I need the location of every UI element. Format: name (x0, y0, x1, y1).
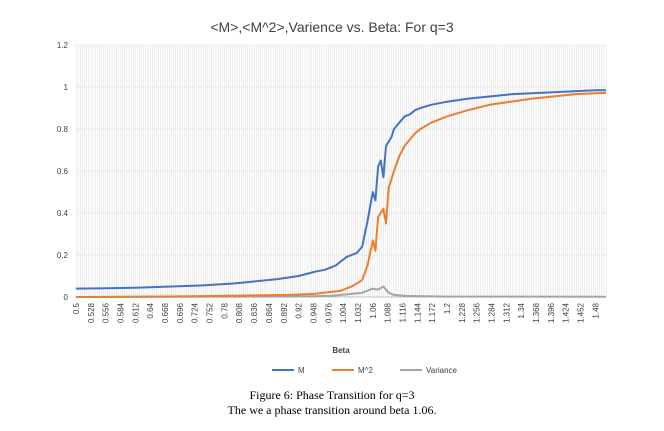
x-tick-label: 0.668 (161, 302, 170, 323)
x-tick-label: 0.696 (176, 302, 185, 323)
figure-caption: Figure 6: Phase Transition for q=3 (249, 388, 415, 402)
x-tick-label: 1.116 (398, 302, 407, 322)
x-tick-label: 1.284 (488, 302, 497, 323)
legend-label: M^2 (358, 366, 373, 375)
legend-label: M (298, 366, 305, 375)
x-tick-label: 0.64 (146, 302, 155, 318)
grid (75, 44, 607, 298)
x-tick-label: 1.06 (369, 302, 378, 318)
x-tick-label: 1.368 (532, 302, 541, 323)
legend-label: Variance (426, 366, 458, 375)
y-tick-label: 0.2 (57, 251, 69, 260)
x-tick-label: 1.34 (517, 302, 526, 318)
y-tick-label: 0.8 (57, 125, 69, 134)
x-tick-label: 1.424 (562, 302, 571, 323)
x-tick-label: 1.172 (428, 302, 437, 323)
series-lines (75, 89, 607, 298)
series-line-m-2 (75, 91, 607, 298)
x-tick-label: 0.948 (309, 302, 318, 323)
x-tick-label: 1.032 (354, 302, 363, 323)
x-tick-label: 0.724 (191, 302, 200, 323)
x-tick-label: 1.256 (473, 302, 482, 323)
x-tick-label: 0.892 (280, 302, 289, 323)
x-tick-label: 0.976 (324, 302, 333, 323)
x-tick-label: 1.312 (502, 302, 511, 323)
figure-caption-note: The we a phase transition around beta 1.… (227, 403, 437, 417)
y-tick-label: 0.6 (57, 167, 69, 176)
series-line-m (75, 89, 606, 290)
x-tick-label: 1.2 (443, 302, 452, 314)
x-tick-label: 1.396 (547, 302, 556, 323)
x-tick-labels: 0.5 0.528 0.556 0.584 0.612 0.64 0.668 0.696 0.7… (72, 302, 600, 323)
x-tick-label: 0.752 (206, 302, 215, 323)
y-tick-labels: 0 0.2 0.4 0.6 0.8 1 1.2 (57, 41, 69, 302)
x-tick-label: 0.612 (131, 302, 140, 323)
x-tick-label: 0.528 (87, 302, 96, 323)
y-tick-label: 1 (64, 83, 69, 92)
x-axis-label: Beta (332, 346, 350, 355)
y-tick-label: 1.2 (57, 41, 69, 50)
x-tick-label: 1.004 (339, 302, 348, 323)
x-tick-label: 1.228 (458, 302, 467, 323)
x-tick-label: 0.5 (72, 302, 81, 314)
x-tick-label: 1.452 (577, 302, 586, 323)
y-tick-label: 0.4 (57, 209, 69, 218)
y-tick-label: 0 (64, 293, 69, 302)
x-tick-label: 1.48 (591, 302, 600, 318)
x-tick-label: 0.78 (220, 302, 229, 318)
x-tick-label: 0.836 (250, 302, 259, 323)
x-tick-label: 1.088 (384, 302, 393, 323)
chart: <M>,<M^2>,Varience vs. Beta: For q=3 00.… (57, 19, 607, 375)
series-line-variance (75, 285, 607, 298)
x-tick-label: 0.556 (102, 302, 111, 323)
legend: M M^2 Variance (272, 366, 458, 375)
x-tick-label: 1.144 (413, 302, 422, 323)
x-tick-label: 0.92 (295, 302, 304, 318)
x-tick-label: 0.584 (117, 302, 126, 323)
x-tick-label: 0.864 (265, 302, 274, 323)
x-tick-label: 0.808 (235, 302, 244, 323)
chart-title: <M>,<M^2>,Varience vs. Beta: For q=3 (210, 19, 453, 35)
